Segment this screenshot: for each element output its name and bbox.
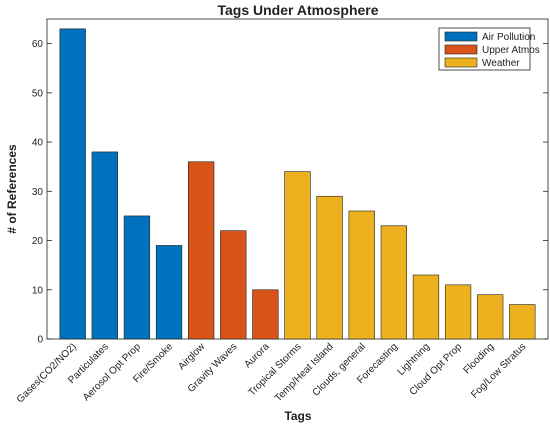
bar-particulates — [91, 151, 118, 340]
bar-aerosol-opt-prop — [123, 215, 151, 340]
bar-clouds-general — [348, 210, 375, 340]
legend: Air Pollution Upper Atmos Weather — [438, 27, 540, 71]
bar-tropical-storms — [284, 171, 311, 340]
legend-swatch-air-pollution — [444, 31, 478, 42]
bar-fog-low-stratus — [509, 304, 536, 340]
bar-gravity-waves — [220, 230, 247, 340]
bar-lightning — [412, 274, 440, 340]
y-tick-label: 40 — [32, 138, 44, 149]
bar-temp-heat-island — [316, 195, 343, 340]
legend-label-weather: Weather — [482, 58, 520, 69]
bar-flooding — [477, 294, 504, 340]
bar-aurora — [252, 289, 279, 340]
y-tick-label: 50 — [32, 88, 44, 99]
y-tick-label: 10 — [32, 285, 44, 296]
bar-airglow — [188, 161, 215, 340]
bar-forecasting — [380, 225, 407, 340]
legend-label-air-pollution: Air Pollution — [482, 32, 535, 43]
y-tick-label: 60 — [32, 39, 44, 50]
bar-fire-smoke — [155, 245, 183, 340]
legend-swatch-upper-atmos — [444, 44, 478, 55]
y-tick-label: 0 — [37, 335, 43, 346]
y-tick-label: 20 — [32, 236, 44, 247]
chart-title: Tags Under Atmosphere — [217, 2, 378, 18]
bar-cloud-opt-prop — [444, 284, 472, 340]
bar-gases-co2-no2 — [59, 28, 86, 340]
legend-swatch-weather — [444, 57, 478, 68]
legend-label-upper-atmos: Upper Atmos — [482, 45, 540, 56]
y-tick-label: 30 — [32, 187, 44, 198]
x-axis-label: Tags — [284, 409, 311, 423]
y-axis-label: # of References — [5, 144, 19, 234]
